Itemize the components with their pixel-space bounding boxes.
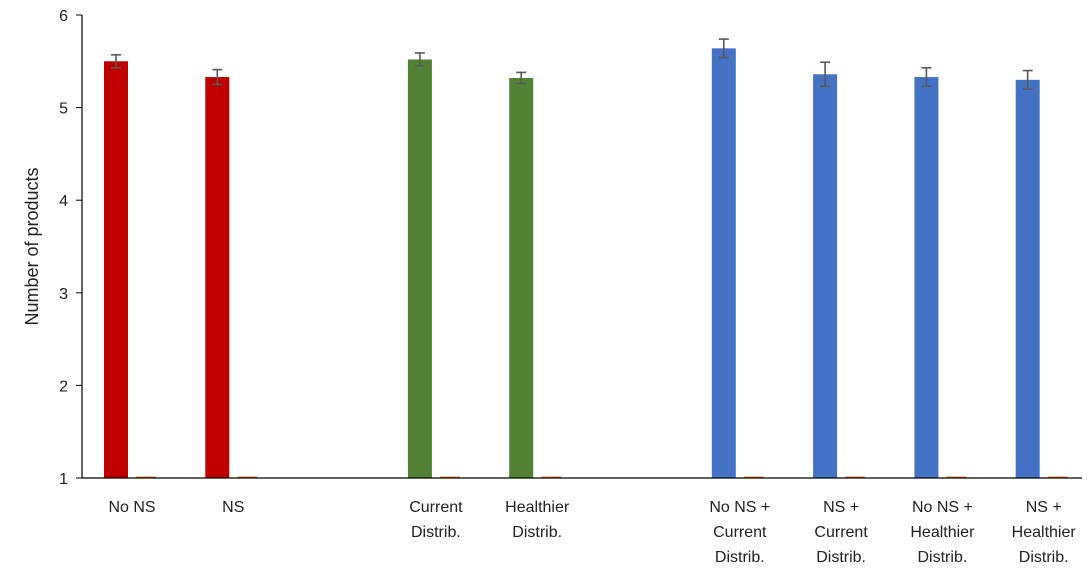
bar xyxy=(1015,79,1040,478)
x-category-label-line: Healthier xyxy=(910,524,975,541)
x-category-label-line: No NS + xyxy=(912,499,973,516)
y-tick-label: 6 xyxy=(59,8,68,25)
labels-layer: 1 2 3 4 5 6 No NS NS Current Distrib. Healthier Dis… xyxy=(59,8,1076,566)
bar xyxy=(813,74,838,478)
x-category-label-line: No NS xyxy=(108,499,155,516)
x-category-label-line: No NS + xyxy=(709,499,770,516)
error-bar xyxy=(921,66,932,88)
x-category-label-line: NS xyxy=(222,499,244,516)
x-category-label: No NS xyxy=(108,499,155,516)
x-category-label-line: Healthier xyxy=(1012,524,1077,541)
y-tick-label: 3 xyxy=(59,286,68,303)
bar xyxy=(711,48,736,478)
x-category-label-line: Distrib. xyxy=(1019,549,1069,566)
error-bar xyxy=(414,52,425,67)
x-category-label-line: NS + xyxy=(823,499,859,516)
error-bar xyxy=(1022,69,1033,90)
x-category-label-line: Distrib. xyxy=(918,549,968,566)
bar xyxy=(914,77,939,479)
x-category-label-line: Healthier xyxy=(505,499,570,516)
y-tick-label: 1 xyxy=(59,471,68,488)
x-category-label: NS xyxy=(222,499,244,516)
x-category-label-line: Distrib. xyxy=(512,524,562,541)
x-category-label: No NS + Current Distrib. xyxy=(709,499,770,566)
x-category-label-line: Current xyxy=(409,499,463,516)
error-bar xyxy=(111,54,121,69)
error-bar xyxy=(718,38,729,59)
y-axis-title: Number of products xyxy=(22,167,42,325)
x-category-label-line: Distrib. xyxy=(715,549,765,566)
bars-layer xyxy=(104,38,1068,479)
x-category-label: Healthier Distrib. xyxy=(505,499,570,541)
y-tick-label: 5 xyxy=(59,101,68,118)
x-category-label-line: Current xyxy=(713,524,767,541)
bar xyxy=(205,77,230,479)
x-category-label: NS + Healthier Distrib. xyxy=(1012,499,1077,566)
y-tick-label: 4 xyxy=(59,193,68,210)
x-category-label: No NS + Healthier Distrib. xyxy=(910,499,975,566)
x-category-label-line: Current xyxy=(814,524,868,541)
error-bar xyxy=(516,71,527,85)
x-category-label: NS + Current Distrib. xyxy=(814,499,868,566)
y-tick-label: 2 xyxy=(59,378,68,395)
x-category-label-line: Distrib. xyxy=(411,524,461,541)
error-bar xyxy=(212,68,223,86)
x-category-label-line: Distrib. xyxy=(816,549,866,566)
error-bar xyxy=(820,61,831,88)
bar xyxy=(104,61,128,479)
x-category-label-line: NS + xyxy=(1026,499,1062,516)
x-category-label: Current Distrib. xyxy=(409,499,463,541)
bar xyxy=(509,77,534,478)
bar xyxy=(407,59,432,479)
